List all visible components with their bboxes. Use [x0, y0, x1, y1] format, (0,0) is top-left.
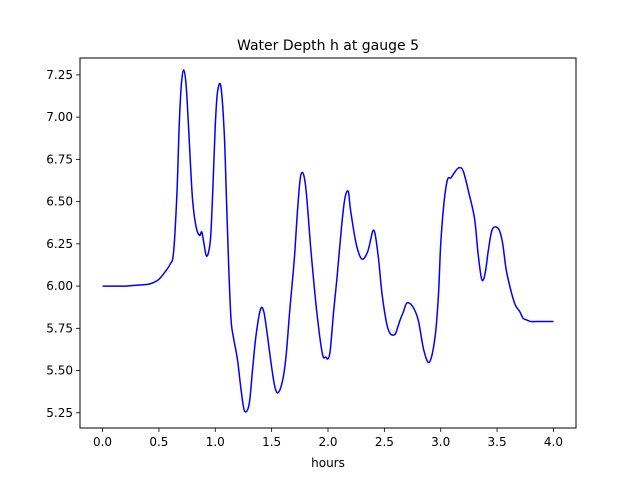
x-tick-label: 3.5: [488, 435, 507, 449]
y-tick-label: 7.00: [46, 110, 73, 124]
x-tick-label: 3.0: [431, 435, 450, 449]
x-tick-label: 2.0: [318, 435, 337, 449]
y-tick-label: 7.25: [46, 68, 73, 82]
x-axis: 0.0 0.5 1.0 1.5 2.0 2.5 3.0 3.5 4.0: [93, 428, 563, 449]
y-tick-label: 5.75: [46, 321, 73, 335]
x-tick-label: 2.5: [375, 435, 394, 449]
x-tick-label: 4.0: [544, 435, 563, 449]
y-tick-label: 5.50: [46, 364, 73, 378]
x-axis-label: hours: [311, 456, 345, 470]
plot-area: [102, 69, 554, 413]
y-axis: 5.25 5.50 5.75 6.00 6.25 6.50 6.75 7.00 7.25: [46, 68, 80, 420]
x-tick-label: 1.0: [206, 435, 225, 449]
plot-frame: [79, 57, 577, 429]
y-tick-label: 6.00: [46, 279, 73, 293]
x-tick-label: 0.5: [149, 435, 168, 449]
y-tick-label: 6.75: [46, 152, 73, 166]
series-line: [102, 69, 554, 413]
y-tick-label: 6.50: [46, 195, 73, 209]
x-tick-label: 1.5: [262, 435, 281, 449]
x-tick-label: 0.0: [93, 435, 112, 449]
chart-title: Water Depth h at gauge 5: [237, 38, 419, 54]
y-tick-label: 6.25: [46, 237, 73, 251]
y-tick-label: 5.25: [46, 406, 73, 420]
